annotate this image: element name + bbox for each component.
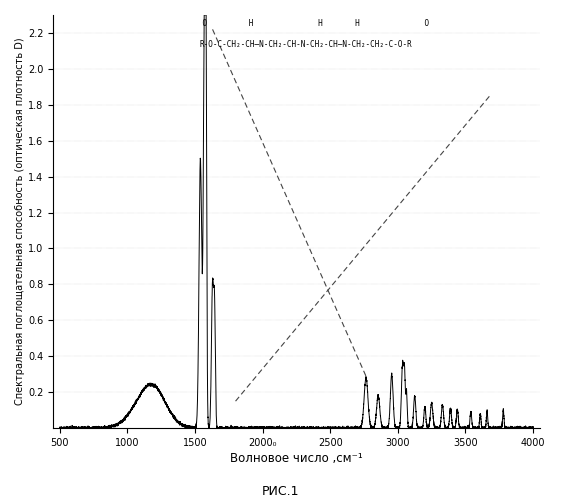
Text: РИС.1: РИС.1 xyxy=(262,485,299,498)
Text: O         H              H       H              O: O H H H O xyxy=(183,19,429,28)
Text: R-O-C-CH₂-CH–N-CH₂-CH-N-CH₂-CH–N-CH₂-CH₂-C-O-R: R-O-C-CH₂-CH–N-CH₂-CH-N-CH₂-CH–N-CH₂-CH₂… xyxy=(200,40,412,49)
X-axis label: Волновое число ,см⁻¹: Волновое число ,см⁻¹ xyxy=(230,452,363,465)
Y-axis label: Спектральная поглощательная способность (оптическая плотность D): Спектральная поглощательная способность … xyxy=(15,38,25,406)
